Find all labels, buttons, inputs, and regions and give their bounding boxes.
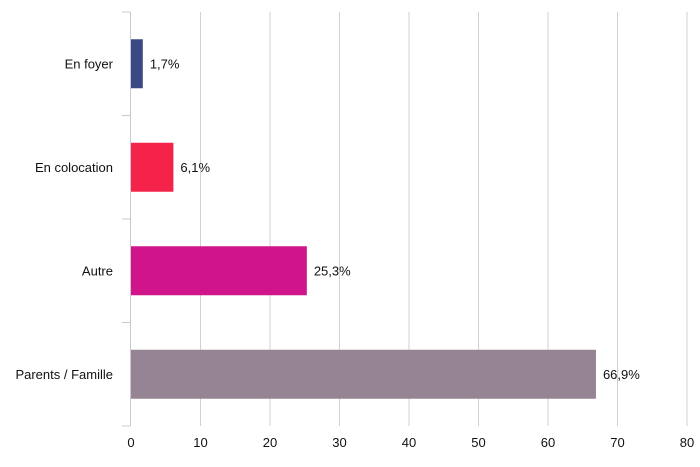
bar (131, 39, 143, 89)
category-label: Autre (82, 263, 113, 278)
data-label: 6,1% (180, 160, 210, 175)
category-labels: En foyer En colocation Autre Parents / Fami… (15, 56, 113, 382)
category-label: Parents / Famille (15, 367, 113, 382)
category-label: En colocation (35, 160, 113, 175)
bars (131, 39, 596, 399)
gridlines (200, 12, 688, 426)
x-tick-label: 20 (263, 435, 277, 450)
data-label: 1,7% (150, 56, 180, 71)
data-label: 66,9% (603, 367, 640, 382)
x-tick-label: 30 (332, 435, 346, 450)
y-axis (122, 11, 131, 427)
x-tick-labels: 0 10 20 30 40 50 60 70 80 (127, 435, 694, 450)
x-tick-label: 10 (193, 435, 207, 450)
category-label: En foyer (65, 56, 114, 71)
bar (131, 246, 307, 296)
bar (131, 142, 174, 192)
x-tick-label: 80 (680, 435, 694, 450)
x-tick-label: 50 (471, 435, 485, 450)
x-tick-label: 0 (127, 435, 134, 450)
data-label: 25,3% (314, 263, 351, 278)
x-tick-label: 60 (541, 435, 555, 450)
bar (131, 349, 596, 399)
data-labels: 1,7% 6,1% 25,3% 66,9% (150, 56, 640, 382)
x-tick-label: 70 (610, 435, 624, 450)
x-tick-label: 40 (402, 435, 416, 450)
